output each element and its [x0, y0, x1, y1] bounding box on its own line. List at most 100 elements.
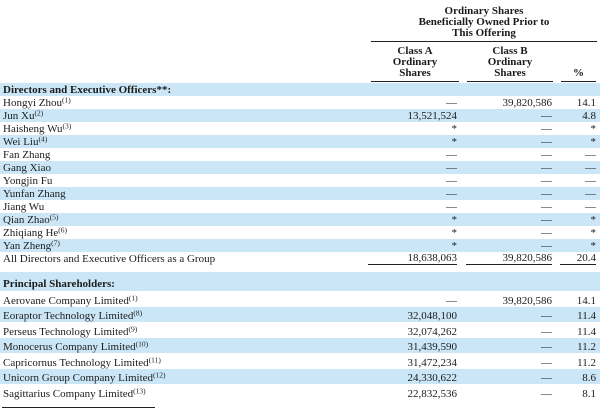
class-a-value: *: [451, 214, 458, 226]
section-title-row: Principal Shareholders:: [0, 272, 600, 291]
percent-header: %: [561, 66, 596, 82]
footnote-ref: (3): [62, 122, 72, 131]
holder-name: Jun Xu(2): [3, 109, 44, 122]
class-b-header-cell: Class B Ordinary Shares: [460, 43, 554, 83]
class-b-value: —: [541, 188, 552, 200]
holder-name: Yan Zheng(7): [3, 239, 60, 252]
class-b-value: —: [541, 356, 552, 369]
class-a-value: 22,832,536: [407, 387, 458, 400]
class-b-total-underlined: 39,820,586: [466, 252, 552, 265]
class-a-value: 32,074,262: [407, 325, 458, 338]
percent-value: *: [590, 136, 597, 148]
class-a-value: 31,439,590: [407, 341, 458, 353]
table-body: Directors and Executive Officers**: Hongy…: [0, 83, 600, 400]
class-b-value: —: [541, 387, 552, 400]
class-a-value: 32,048,100: [407, 310, 458, 322]
footnote-ref: (10): [135, 339, 149, 349]
table-row: Capricornus Technology Limited(11) 31,472…: [0, 353, 600, 369]
offering-header-title: Ordinary Shares Beneficially Owned Prior…: [371, 3, 597, 42]
class-b-value: —: [541, 136, 552, 148]
section-title: Principal Shareholders:: [3, 278, 115, 290]
class-b-value: —: [541, 240, 552, 252]
class-a-header-cell: Class A Ordinary Shares: [368, 43, 460, 83]
footnote-ref: (11): [148, 355, 161, 364]
footnote-ref: (6): [58, 226, 68, 235]
percent-total: 20.4: [554, 252, 600, 265]
table-row: Yan Zheng(7) * — *: [0, 239, 600, 252]
class-a-value: 13,521,524: [407, 110, 458, 122]
holder-name: Gang Xiao: [3, 162, 51, 174]
holder-name: Perseus Technology Limited(9): [3, 324, 138, 338]
table-row: Monocerus Company Limited(10) 31,439,590 —…: [0, 337, 600, 353]
offering-header-row: Ordinary Shares Beneficially Owned Prior…: [0, 2, 600, 43]
class-b-value: —: [541, 214, 552, 226]
holder-name: Capricornus Technology Limited(11): [3, 355, 161, 369]
table-row: Zhiqiang He(6) * — *: [0, 226, 600, 239]
table-row: Wei Liu(4) * — *: [0, 135, 600, 148]
class-a-total-underlined: 18,638,063: [368, 252, 457, 265]
class-b-value: —: [541, 162, 552, 174]
class-b-value: —: [541, 175, 552, 187]
class-b-value: —: [541, 325, 552, 338]
footnote-ref: (5): [49, 213, 59, 222]
footnote-ref: (2): [34, 109, 44, 118]
table-header: Ordinary Shares Beneficially Owned Prior…: [0, 2, 600, 83]
percent-value: 8.6: [582, 372, 596, 384]
holder-name: Yongjin Fu: [3, 175, 53, 187]
percent-value: 11.4: [577, 325, 596, 338]
percent-total-underlined: 20.4: [560, 252, 596, 265]
percent-value: 14.1: [576, 294, 596, 307]
percent-value: —: [585, 149, 596, 161]
footnote-ref: (1): [128, 293, 138, 302]
class-a-value: —: [446, 201, 457, 213]
section-title-row: Directors and Executive Officers**:: [0, 83, 600, 96]
holder-name: Fan Zhang: [3, 149, 51, 161]
class-b-value: 39,820,586: [502, 97, 553, 109]
percent-value: 8.1: [582, 387, 596, 400]
table-row: Sagittarius Company Limited(13) 22,832,53…: [0, 384, 600, 400]
footnote-ref: (8): [133, 308, 143, 318]
footnote-divider: [2, 406, 155, 408]
footnote-ref: (4): [38, 135, 48, 144]
holder-name: Zhiqiang He(6): [3, 226, 68, 239]
percent-value: 4.8: [582, 110, 596, 122]
holder-name: Jiang Wu: [3, 201, 45, 213]
percent-value: *: [590, 214, 597, 226]
section-spacer-row: [0, 265, 600, 272]
percent-value: 11.4: [577, 310, 596, 322]
header-spacer-cell: [0, 43, 368, 83]
holder-name: Qian Zhao(5): [3, 213, 59, 226]
table-row: Aerovane Company Limited(1) — 39,820,586 14…: [0, 291, 600, 307]
class-a-total: 18,638,063: [368, 252, 460, 265]
holder-name: Aerovane Company Limited(1): [3, 293, 138, 307]
footnote-ref: (13): [133, 386, 146, 395]
footnote-ref: (1): [61, 96, 71, 105]
class-a-value: —: [446, 149, 457, 161]
footnote-ref: (9): [128, 324, 138, 333]
class-a-value: 31,472,234: [407, 356, 458, 369]
class-b-header: Class B Ordinary Shares: [467, 44, 553, 82]
table-row: Unicorn Group Company Limited(12) 24,330,…: [0, 368, 600, 384]
table-row: Jiang Wu — — —: [0, 200, 600, 213]
class-a-value: —: [446, 162, 457, 174]
holder-name: Sagittarius Company Limited(13): [3, 386, 146, 400]
table-row: Fan Zhang — — —: [0, 148, 600, 161]
table-row: Yongjin Fu — — —: [0, 174, 600, 187]
table-row: Qian Zhao(5) * — *: [0, 213, 600, 226]
percent-value: —: [585, 162, 596, 174]
table-row: Jun Xu(2) 13,521,524 — 4.8: [0, 109, 600, 122]
holder-name: Eoraptor Technology Limited(8): [3, 308, 143, 322]
class-b-value: —: [541, 149, 552, 161]
class-a-value: —: [446, 294, 457, 307]
table-row: Haisheng Wu(3) * — *: [0, 122, 600, 135]
class-a-value: *: [451, 240, 458, 252]
table-row: Yunfan Zhang — — —: [0, 187, 600, 200]
table-row: Hongyi Zhou(1) — 39,820,586 14.1: [0, 96, 600, 109]
total-row: All Directors and Executive Officers as …: [0, 252, 600, 265]
percent-value: 11.2: [577, 356, 596, 369]
footnote-ref: (7): [51, 239, 60, 248]
column-header-row: Class A Ordinary Shares Class B Ordinary…: [0, 43, 600, 83]
percent-value: *: [590, 123, 597, 135]
percent-value: *: [590, 227, 597, 239]
class-a-value: *: [451, 136, 458, 148]
